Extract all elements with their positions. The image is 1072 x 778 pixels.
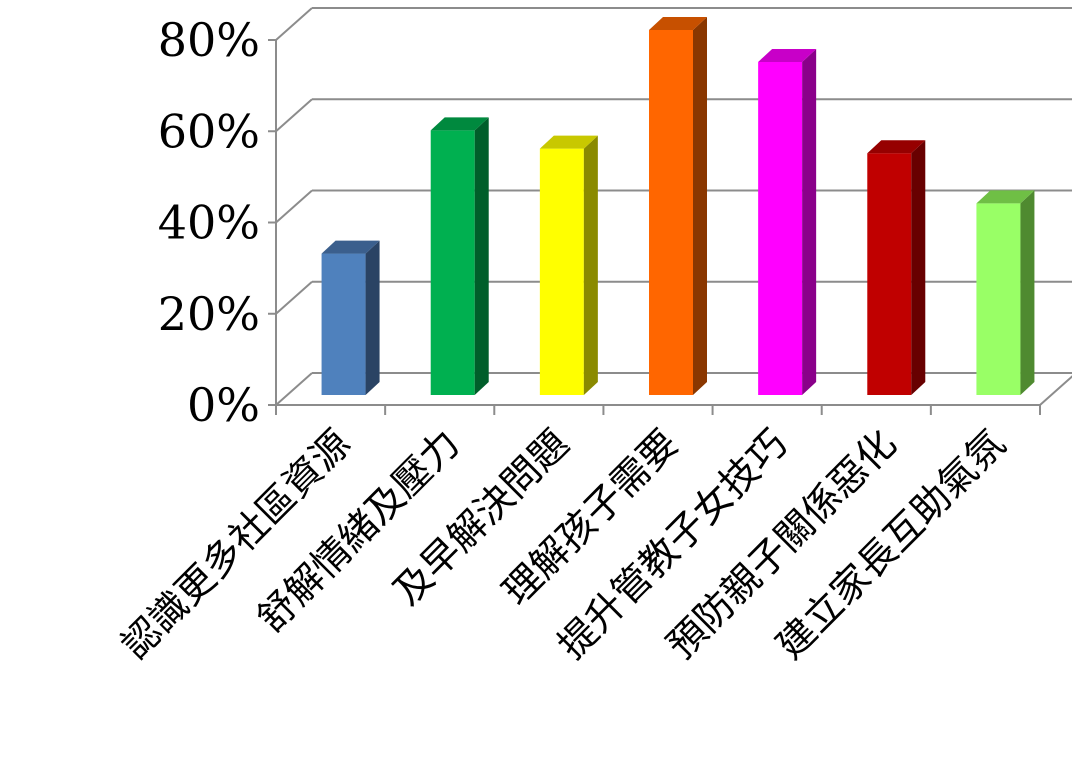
bar [649,17,707,395]
bar [867,140,926,395]
bar-top [430,117,489,131]
bar-front [976,203,1021,395]
bar-top [539,135,598,149]
bar [976,190,1035,395]
gridline-wall [275,372,313,406]
bar [539,135,598,395]
bar-top [867,140,926,154]
bar-top [976,190,1035,204]
y-tick-label: 60% [158,104,260,158]
y-tick-label: 0% [187,378,260,432]
bar-front [867,153,912,395]
gridline-wall [275,281,313,315]
gridline-wall [275,98,313,132]
bar-top [321,240,380,254]
y-tick-label: 80% [158,13,260,67]
bar [321,240,380,395]
y-axis-tick-labels: 0% 20% 40% 60% 80% [158,13,260,432]
bar-top [758,48,817,62]
bar-side [911,140,926,395]
axes [268,39,1072,415]
bar-front [430,130,475,395]
y-tick-label: 40% [158,196,260,250]
gridline-wall [275,7,313,41]
bar [758,48,817,395]
bar-side [1020,190,1035,395]
bars [321,17,1035,395]
bar-side [474,117,489,395]
bar-front [649,30,693,395]
bar-side [365,240,380,395]
floor-right-edge [1039,375,1072,406]
bar-top [649,17,707,30]
bar-front [539,148,584,395]
bar [430,117,489,395]
y-tick-label: 20% [158,287,260,341]
bar-front [758,61,803,395]
bar-side [693,17,707,395]
bar-side [802,48,817,395]
bar-side [583,135,598,395]
x-axis-tick-labels: 認識更多社區資源舒解情緒及壓力及早解決問題理解孩子需要提升管教子女技巧預防親子關… [113,421,1014,667]
bar-front [321,253,366,395]
gridline-wall [275,189,313,224]
